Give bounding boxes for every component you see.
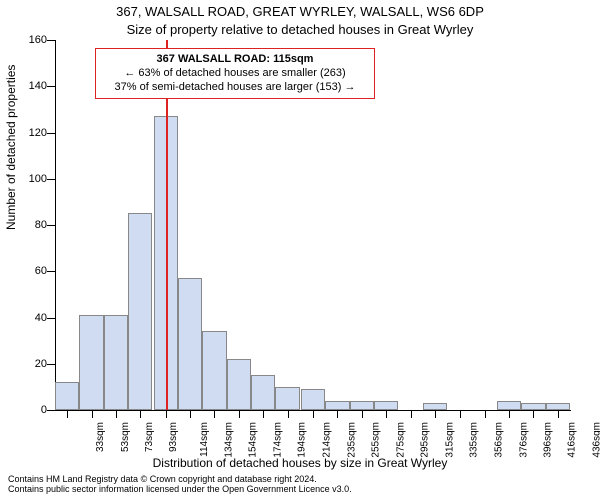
- y-tick-label: 0: [0, 404, 47, 416]
- x-tick-label: 93sqm: [168, 422, 179, 452]
- annotation-line2: ← 63% of detached houses are smaller (26…: [102, 67, 368, 81]
- x-tick: [460, 410, 461, 418]
- x-tick-label: 335sqm: [468, 422, 479, 458]
- x-tick-label: 416sqm: [567, 422, 578, 458]
- histogram-bar: [104, 315, 128, 410]
- copyright-footer: Contains HM Land Registry data © Crown c…: [8, 474, 352, 495]
- y-tick-label: 100: [0, 173, 47, 185]
- x-tick-label: 154sqm: [248, 422, 259, 458]
- x-tick: [190, 410, 191, 418]
- x-tick: [214, 410, 215, 418]
- histogram-bar: [325, 401, 349, 410]
- histogram-bar: [178, 278, 202, 410]
- x-tick: [411, 410, 412, 418]
- x-tick: [337, 410, 338, 418]
- histogram-bar: [227, 359, 251, 410]
- x-tick-label: 134sqm: [224, 422, 235, 458]
- x-tick-label: 255sqm: [371, 422, 382, 458]
- y-tick-label: 160: [0, 34, 47, 46]
- histogram-bar: [521, 403, 545, 410]
- histogram-bar: [55, 382, 79, 410]
- x-tick-label: 114sqm: [199, 422, 210, 457]
- y-tick-label: 80: [0, 219, 47, 231]
- x-tick: [435, 410, 436, 418]
- page-title-line1: 367, WALSALL ROAD, GREAT WYRLEY, WALSALL…: [0, 4, 600, 19]
- x-axis-label: Distribution of detached houses by size …: [0, 456, 600, 470]
- x-tick: [485, 410, 486, 418]
- x-tick: [386, 410, 387, 418]
- histogram-bar: [275, 387, 299, 410]
- histogram-bar: [350, 401, 374, 410]
- x-tick: [313, 410, 314, 418]
- histogram-bar: [497, 401, 521, 410]
- y-tick: [47, 179, 55, 180]
- y-tick: [47, 40, 55, 41]
- x-tick-label: 295sqm: [420, 422, 431, 458]
- x-tick: [509, 410, 510, 418]
- x-tick-label: 376sqm: [518, 422, 529, 458]
- y-tick-label: 140: [0, 80, 47, 92]
- y-tick: [47, 225, 55, 226]
- histogram-bar: [202, 331, 226, 410]
- x-tick: [263, 410, 264, 418]
- histogram-bar: [423, 403, 447, 410]
- x-tick: [67, 410, 68, 418]
- y-tick-label: 20: [0, 358, 47, 370]
- x-tick-label: 73sqm: [144, 422, 155, 452]
- annotation-box: 367 WALSALL ROAD: 115sqm ← 63% of detach…: [95, 48, 375, 99]
- x-tick: [239, 410, 240, 418]
- x-tick: [140, 410, 141, 418]
- x-tick: [362, 410, 363, 418]
- footer-line1: Contains HM Land Registry data © Crown c…: [8, 474, 352, 484]
- x-tick-label: 235sqm: [347, 422, 358, 458]
- histogram-bar: [374, 401, 398, 410]
- x-tick-label: 194sqm: [297, 422, 308, 458]
- x-tick: [533, 410, 534, 418]
- histogram-bar: [546, 403, 570, 410]
- y-tick: [47, 410, 55, 411]
- x-tick-label: 315sqm: [444, 422, 455, 458]
- y-tick-label: 60: [0, 265, 47, 277]
- x-tick-label: 53sqm: [120, 422, 131, 452]
- x-tick: [116, 410, 117, 418]
- y-tick: [47, 318, 55, 319]
- histogram-bar: [301, 389, 325, 410]
- x-tick-label: 214sqm: [321, 422, 332, 458]
- x-tick: [92, 410, 93, 418]
- y-tick: [47, 364, 55, 365]
- y-tick: [47, 133, 55, 134]
- histogram-bar: [128, 213, 152, 410]
- annotation-line3: 37% of semi-detached houses are larger (…: [102, 81, 368, 95]
- histogram-plot: 367 WALSALL ROAD: 115sqm ← 63% of detach…: [55, 40, 570, 410]
- histogram-bar: [251, 375, 275, 410]
- y-tick-label: 40: [0, 312, 47, 324]
- annotation-line1: 367 WALSALL ROAD: 115sqm: [102, 53, 368, 67]
- page-title-line2: Size of property relative to detached ho…: [0, 22, 600, 37]
- histogram-bar: [79, 315, 103, 410]
- x-tick-label: 356sqm: [494, 422, 505, 458]
- x-tick: [558, 410, 559, 418]
- y-tick: [47, 271, 55, 272]
- y-tick: [47, 86, 55, 87]
- x-tick-label: 436sqm: [591, 422, 600, 458]
- x-tick-label: 275sqm: [395, 422, 406, 458]
- x-tick-label: 396sqm: [543, 422, 554, 458]
- footer-line2: Contains public sector information licen…: [8, 484, 352, 494]
- y-tick-label: 120: [0, 127, 47, 139]
- x-tick: [166, 410, 167, 418]
- x-tick: [288, 410, 289, 418]
- x-tick-label: 33sqm: [95, 422, 106, 452]
- x-tick-label: 174sqm: [272, 422, 283, 458]
